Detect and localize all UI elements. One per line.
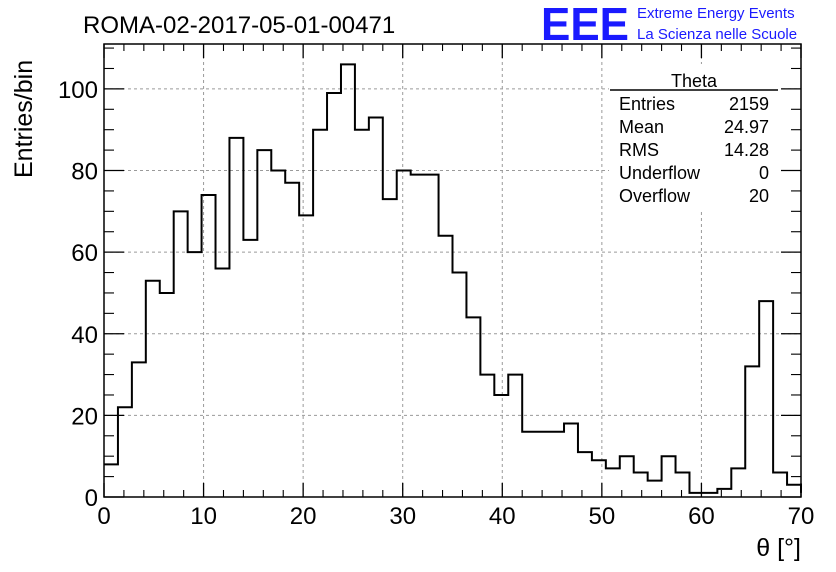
y-tick-label: 60	[71, 240, 98, 267]
y-tick-label: 0	[85, 485, 98, 512]
stats-box-background	[609, 64, 779, 212]
y-tick-label: 20	[71, 403, 98, 430]
stats-row-label: Entries	[619, 94, 675, 114]
chart-title: ROMA-02-2017-05-01-00471	[83, 12, 395, 39]
x-ticks: 0 10 20 30 40 50 60 70	[97, 44, 814, 530]
x-tick-label: 40	[489, 503, 516, 530]
stats-row-value: 2159	[729, 94, 769, 114]
stats-row-label: Overflow	[619, 186, 691, 206]
y-tick-label: 40	[71, 322, 98, 349]
stats-row-label: Mean	[619, 117, 664, 137]
stats-row-value: 14.28	[724, 140, 769, 160]
y-tick-label: 80	[71, 159, 98, 186]
x-axis-label: θ [°]	[756, 534, 801, 562]
logo-line-1: Extreme Energy Events	[637, 5, 795, 22]
stats-row-value: 20	[749, 186, 769, 206]
stats-box: Theta Entries 2159 Mean 24.97 RMS 14.28 Underf…	[609, 64, 779, 212]
plot-frame	[103, 43, 802, 498]
stats-row-label: RMS	[619, 140, 659, 160]
x-tick-label: 70	[788, 503, 815, 530]
y-ticks: 0 20 40 60 80 100	[58, 47, 801, 512]
stats-rows: Entries 2159 Mean 24.97 RMS 14.28 Underflow 0 Ov…	[619, 94, 769, 206]
x-tick-label: 50	[589, 503, 616, 530]
histogram-series-line	[104, 63, 802, 494]
x-tick-label: 10	[190, 503, 217, 530]
x-tick-label: 0	[97, 503, 110, 530]
stats-row-value: 24.97	[724, 117, 769, 137]
x-tick-label: 30	[389, 503, 416, 530]
stats-title: Theta	[671, 71, 718, 91]
x-tick-label: 60	[688, 503, 715, 530]
stats-row-label: Underflow	[619, 163, 701, 183]
x-tick-label: 20	[290, 503, 317, 530]
eee-logo: EEE Extreme Energy Events La Scienza nel…	[541, 0, 797, 50]
stats-row-value: 0	[759, 163, 769, 183]
logo-mark: EEE	[541, 0, 629, 50]
logo-line-2: La Scienza nelle Scuole	[637, 26, 797, 43]
y-axis-label: Entries/bin	[10, 60, 38, 178]
y-tick-label: 100	[58, 77, 98, 104]
